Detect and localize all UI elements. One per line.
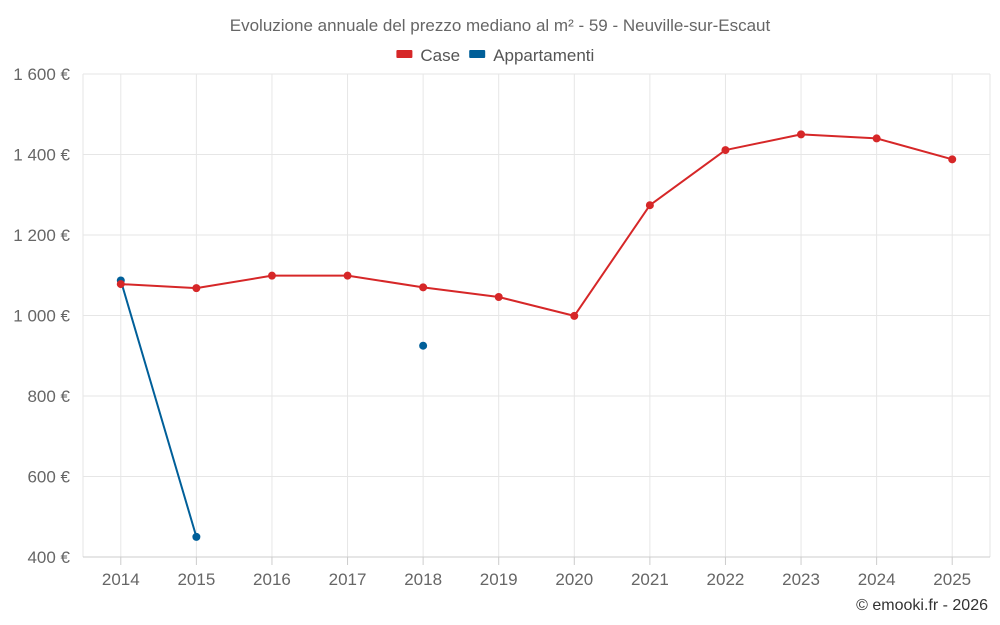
legend-label: Appartamenti (493, 46, 594, 65)
y-tick-label: 1 000 € (13, 307, 70, 326)
x-tick-label: 2015 (177, 570, 215, 589)
legend-swatch (469, 50, 486, 58)
legend-swatch (396, 50, 413, 58)
series-line-segment (875, 137, 954, 161)
x-tick-label: 2025 (933, 570, 971, 589)
data-point-case[interactable] (494, 292, 503, 301)
credit-text: © emooki.fr - 2026 (856, 597, 988, 614)
x-tick-label: 2017 (329, 570, 367, 589)
series-appartamenti (116, 276, 428, 541)
series-line-segment (724, 133, 803, 152)
x-tick-label: 2014 (102, 570, 140, 589)
data-point-case[interactable] (570, 311, 579, 320)
x-tick-label: 2023 (782, 570, 820, 589)
data-point-case[interactable] (872, 134, 881, 143)
x-tick-label: 2019 (480, 570, 518, 589)
x-tick-label: 2016 (253, 570, 291, 589)
y-tick-label: 800 € (27, 387, 70, 406)
y-tick-label: 600 € (27, 468, 70, 487)
x-tick-label: 2020 (555, 570, 593, 589)
series-line-segment (800, 133, 878, 140)
legend-item-case[interactable]: Case (396, 46, 460, 65)
series-line-segment (119, 283, 198, 290)
legend-label: Case (420, 46, 460, 65)
x-tick-label: 2018 (404, 570, 442, 589)
data-point-case[interactable] (419, 283, 428, 292)
grid (82, 73, 991, 557)
data-point-case[interactable] (797, 130, 806, 139)
data-point-case[interactable] (192, 284, 201, 293)
legend: Case Appartamenti (396, 46, 594, 65)
series-line-segment (648, 149, 727, 207)
y-tick-label: 400 € (27, 548, 70, 567)
y-tick-label: 1 200 € (13, 226, 70, 245)
data-point-case[interactable] (116, 280, 125, 289)
series-line-segment (573, 204, 651, 317)
series-layer (116, 130, 957, 541)
data-point-case[interactable] (721, 146, 730, 155)
y-tick-label: 1 600 € (13, 65, 70, 84)
series-line-segment (346, 274, 425, 289)
legend-item-appartamenti[interactable]: Appartamenti (469, 46, 594, 65)
data-point-appartamenti[interactable] (419, 341, 428, 350)
data-point-appartamenti[interactable] (192, 532, 201, 541)
series-line-segment (195, 274, 273, 290)
data-point-case[interactable] (343, 271, 352, 280)
data-point-case[interactable] (267, 271, 276, 280)
data-point-case[interactable] (645, 201, 654, 210)
x-tick-label: 2021 (631, 570, 669, 589)
x-tick-label: 2022 (707, 570, 745, 589)
series-case (116, 130, 957, 320)
y-tick-label: 1 400 € (13, 146, 70, 165)
data-point-case[interactable] (948, 155, 957, 164)
series-line-segment (497, 295, 576, 317)
axes: 400 € 600 € 800 € 1 000 € 1 200 € 1 400 € 1 60… (13, 65, 990, 589)
series-line-segment (119, 279, 198, 538)
x-tick-label: 2024 (858, 570, 896, 589)
series-line-segment (422, 286, 500, 298)
chart-title: Evoluzione annuale del prezzo mediano al… (230, 16, 771, 35)
